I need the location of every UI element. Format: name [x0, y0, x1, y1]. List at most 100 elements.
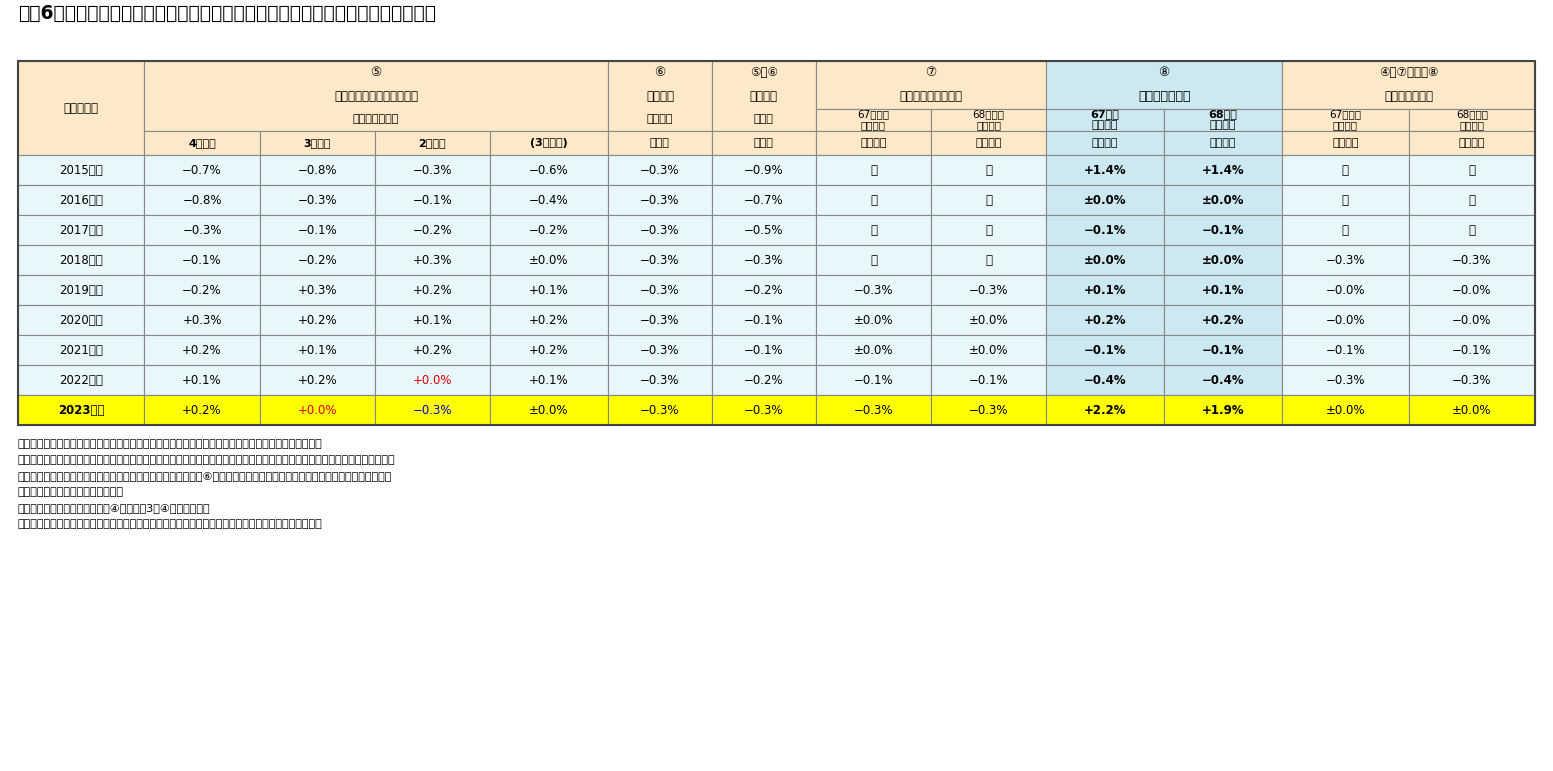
Bar [607, 275, 711, 305]
Bar [711, 61, 815, 131]
Bar [815, 275, 930, 305]
Text: −0.6%: −0.6% [530, 163, 568, 177]
Text: ±0.0%: ±0.0% [1326, 403, 1365, 416]
Text: −0.1%: −0.1% [1452, 344, 1491, 356]
Bar [930, 335, 1047, 365]
Text: 当年度: 当年度 [753, 138, 773, 148]
Text: ④～⑦の和－⑧: ④～⑦の和－⑧ [1379, 66, 1438, 79]
Text: 前年度からの繰越分: 前年度からの繰越分 [899, 90, 963, 103]
Text: 2020年度: 2020年度 [59, 314, 102, 326]
Text: 2016年度: 2016年度 [59, 194, 102, 207]
Text: 固定値: 固定値 [651, 138, 669, 148]
Bar [711, 275, 815, 305]
Text: −0.3%: −0.3% [640, 314, 680, 326]
Text: −0.3%: −0.3% [854, 403, 893, 416]
Text: ±0.0%: ±0.0% [969, 344, 1008, 356]
Text: ±0.0%: ±0.0% [1202, 194, 1244, 207]
Text: −0.1%: −0.1% [297, 224, 337, 237]
Bar [259, 335, 374, 365]
Bar [1409, 335, 1534, 365]
Bar [711, 395, 815, 425]
Bar [930, 185, 1047, 215]
Text: +0.1%: +0.1% [1084, 284, 1126, 297]
Text: +1.4%: +1.4% [1202, 163, 1244, 177]
Text: 年度から: 年度から [977, 120, 1002, 130]
Text: ±0.0%: ±0.0% [530, 254, 568, 267]
Text: +0.1%: +0.1% [1202, 284, 1244, 297]
Bar [144, 335, 259, 365]
Text: −0.3%: −0.3% [640, 344, 680, 356]
Bar [1047, 305, 1165, 335]
Bar [1409, 109, 1534, 131]
Bar [815, 335, 930, 365]
Bar [711, 131, 815, 155]
Bar [607, 155, 711, 185]
Bar [144, 61, 607, 131]
Text: 67歳到: 67歳到 [1090, 109, 1120, 120]
Bar [259, 305, 374, 335]
Bar [1409, 275, 1534, 305]
Bar [1409, 155, 1534, 185]
Bar [1047, 365, 1165, 395]
Text: −0.0%: −0.0% [1326, 284, 1365, 297]
Bar [1165, 131, 1283, 155]
Text: +0.2%: +0.2% [530, 314, 568, 326]
Bar [1047, 109, 1165, 131]
Bar [1283, 109, 1409, 131]
Bar [930, 109, 1047, 131]
Bar [144, 395, 259, 425]
Bar [1047, 155, 1165, 185]
Bar [19, 335, 144, 365]
Text: 年度から: 年度から [975, 138, 1002, 148]
Text: −0.3%: −0.3% [744, 403, 784, 416]
Text: の加入者数で除した値の３乗根として計算される）。⑥平均寿命の伸び率の欄は、計算過程を足し算で示すためにマ: の加入者数で除した値の３乗根として計算される）。⑥平均寿命の伸び率の欄は、計算過… [19, 471, 393, 481]
Bar [711, 185, 815, 215]
Text: －: － [1468, 194, 1475, 207]
Text: の伸び率: の伸び率 [646, 114, 672, 124]
Bar [374, 275, 489, 305]
Bar [1165, 155, 1283, 185]
Text: －: － [1468, 224, 1475, 237]
Bar [19, 185, 144, 215]
Text: （注１）　変化率（％）の加減算で表しているが、厳密には１を基準とした値の掛け算で計算される。: （注１） 変化率（％）の加減算で表しているが、厳密には１を基準とした値の掛け算で… [19, 439, 323, 449]
Text: −0.3%: −0.3% [413, 163, 452, 177]
Bar [1047, 335, 1165, 365]
Text: −0.3%: −0.3% [1452, 254, 1491, 267]
Bar [930, 365, 1047, 395]
Bar [607, 215, 711, 245]
Text: －: － [870, 194, 877, 207]
Bar [607, 305, 711, 335]
Text: （年度間平均）: （年度間平均） [353, 114, 399, 124]
Text: −0.1%: −0.1% [1326, 344, 1365, 356]
Text: ±0.0%: ±0.0% [1084, 254, 1126, 267]
Bar [374, 131, 489, 155]
Text: −0.1%: −0.1% [182, 254, 222, 267]
Text: −0.3%: −0.3% [413, 403, 452, 416]
Text: −0.3%: −0.3% [640, 284, 680, 297]
Bar [19, 215, 144, 245]
Text: −0.1%: −0.1% [1084, 344, 1126, 356]
Bar [144, 215, 259, 245]
Text: 2015年度: 2015年度 [59, 163, 102, 177]
Text: −0.1%: −0.1% [1202, 224, 1244, 237]
Text: −0.8%: −0.8% [298, 163, 337, 177]
Text: －: － [870, 224, 877, 237]
Bar [711, 365, 815, 395]
Text: −0.1%: −0.1% [1084, 224, 1126, 237]
Text: 67歳到達: 67歳到達 [1329, 109, 1362, 120]
Bar [1047, 215, 1165, 245]
Bar [19, 155, 144, 185]
Text: イナスにした値を載せた。: イナスにした値を載せた。 [19, 487, 124, 497]
Text: 年度まで: 年度まで [860, 120, 885, 130]
Bar [815, 215, 930, 245]
Text: 調整率: 調整率 [753, 114, 773, 124]
Bar [19, 245, 144, 275]
Bar [1047, 275, 1165, 305]
Text: 2022年度: 2022年度 [59, 373, 102, 386]
Text: （資料）　厚生労働省年金局「年金額改定について」（各年）、社会保障審議会数理部会資料（各回）: （資料） 厚生労働省年金局「年金額改定について」（各年）、社会保障審議会数理部会… [19, 519, 323, 529]
Bar [144, 185, 259, 215]
Bar [489, 395, 607, 425]
Bar [374, 215, 489, 245]
Text: −0.0%: −0.0% [1452, 284, 1491, 297]
Bar [1165, 395, 1283, 425]
